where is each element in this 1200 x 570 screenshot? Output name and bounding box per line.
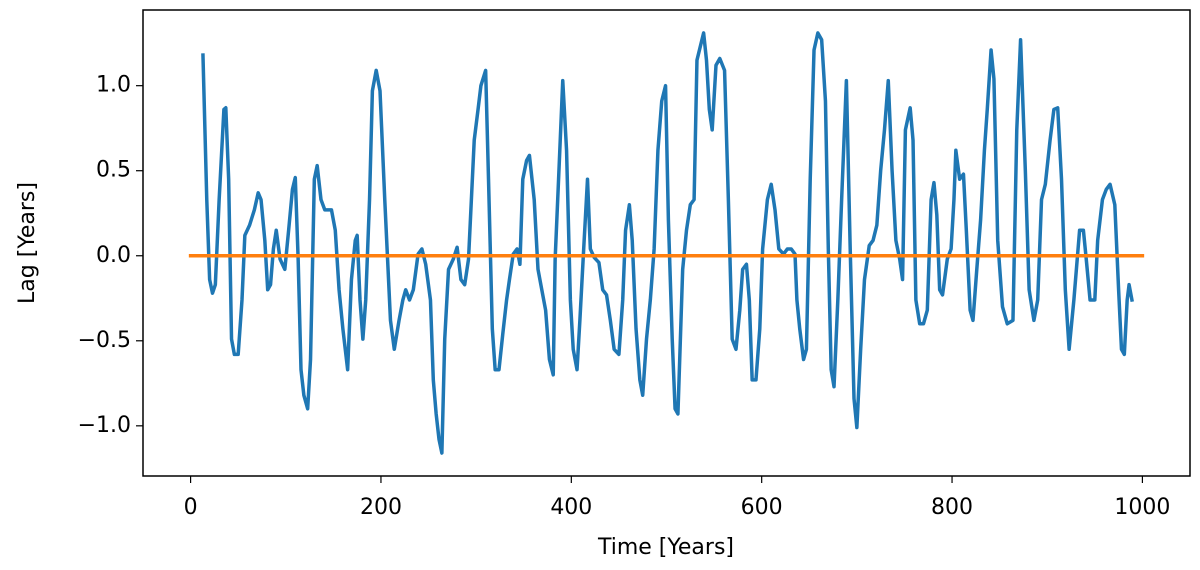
y-tick-label: 1.0 [96,73,131,98]
x-tick-label: 800 [931,495,973,520]
x-tick-label: 200 [360,495,402,520]
x-tick-label: 400 [550,495,592,520]
y-tick-label: −1.0 [78,413,131,438]
x-tick-label: 1000 [1114,495,1170,520]
y-tick-label: 0.0 [96,243,131,268]
plot-frame [142,9,1191,477]
x-tick-label: 600 [741,495,783,520]
y-tick-label: −0.5 [78,328,131,353]
y-axis-label: Lag [Years] [15,182,40,304]
x-tick-label: 0 [184,495,198,520]
data-line [201,31,1134,455]
x-axis-label: Time [Years] [597,535,734,560]
y-tick-label: 0.5 [96,158,131,183]
